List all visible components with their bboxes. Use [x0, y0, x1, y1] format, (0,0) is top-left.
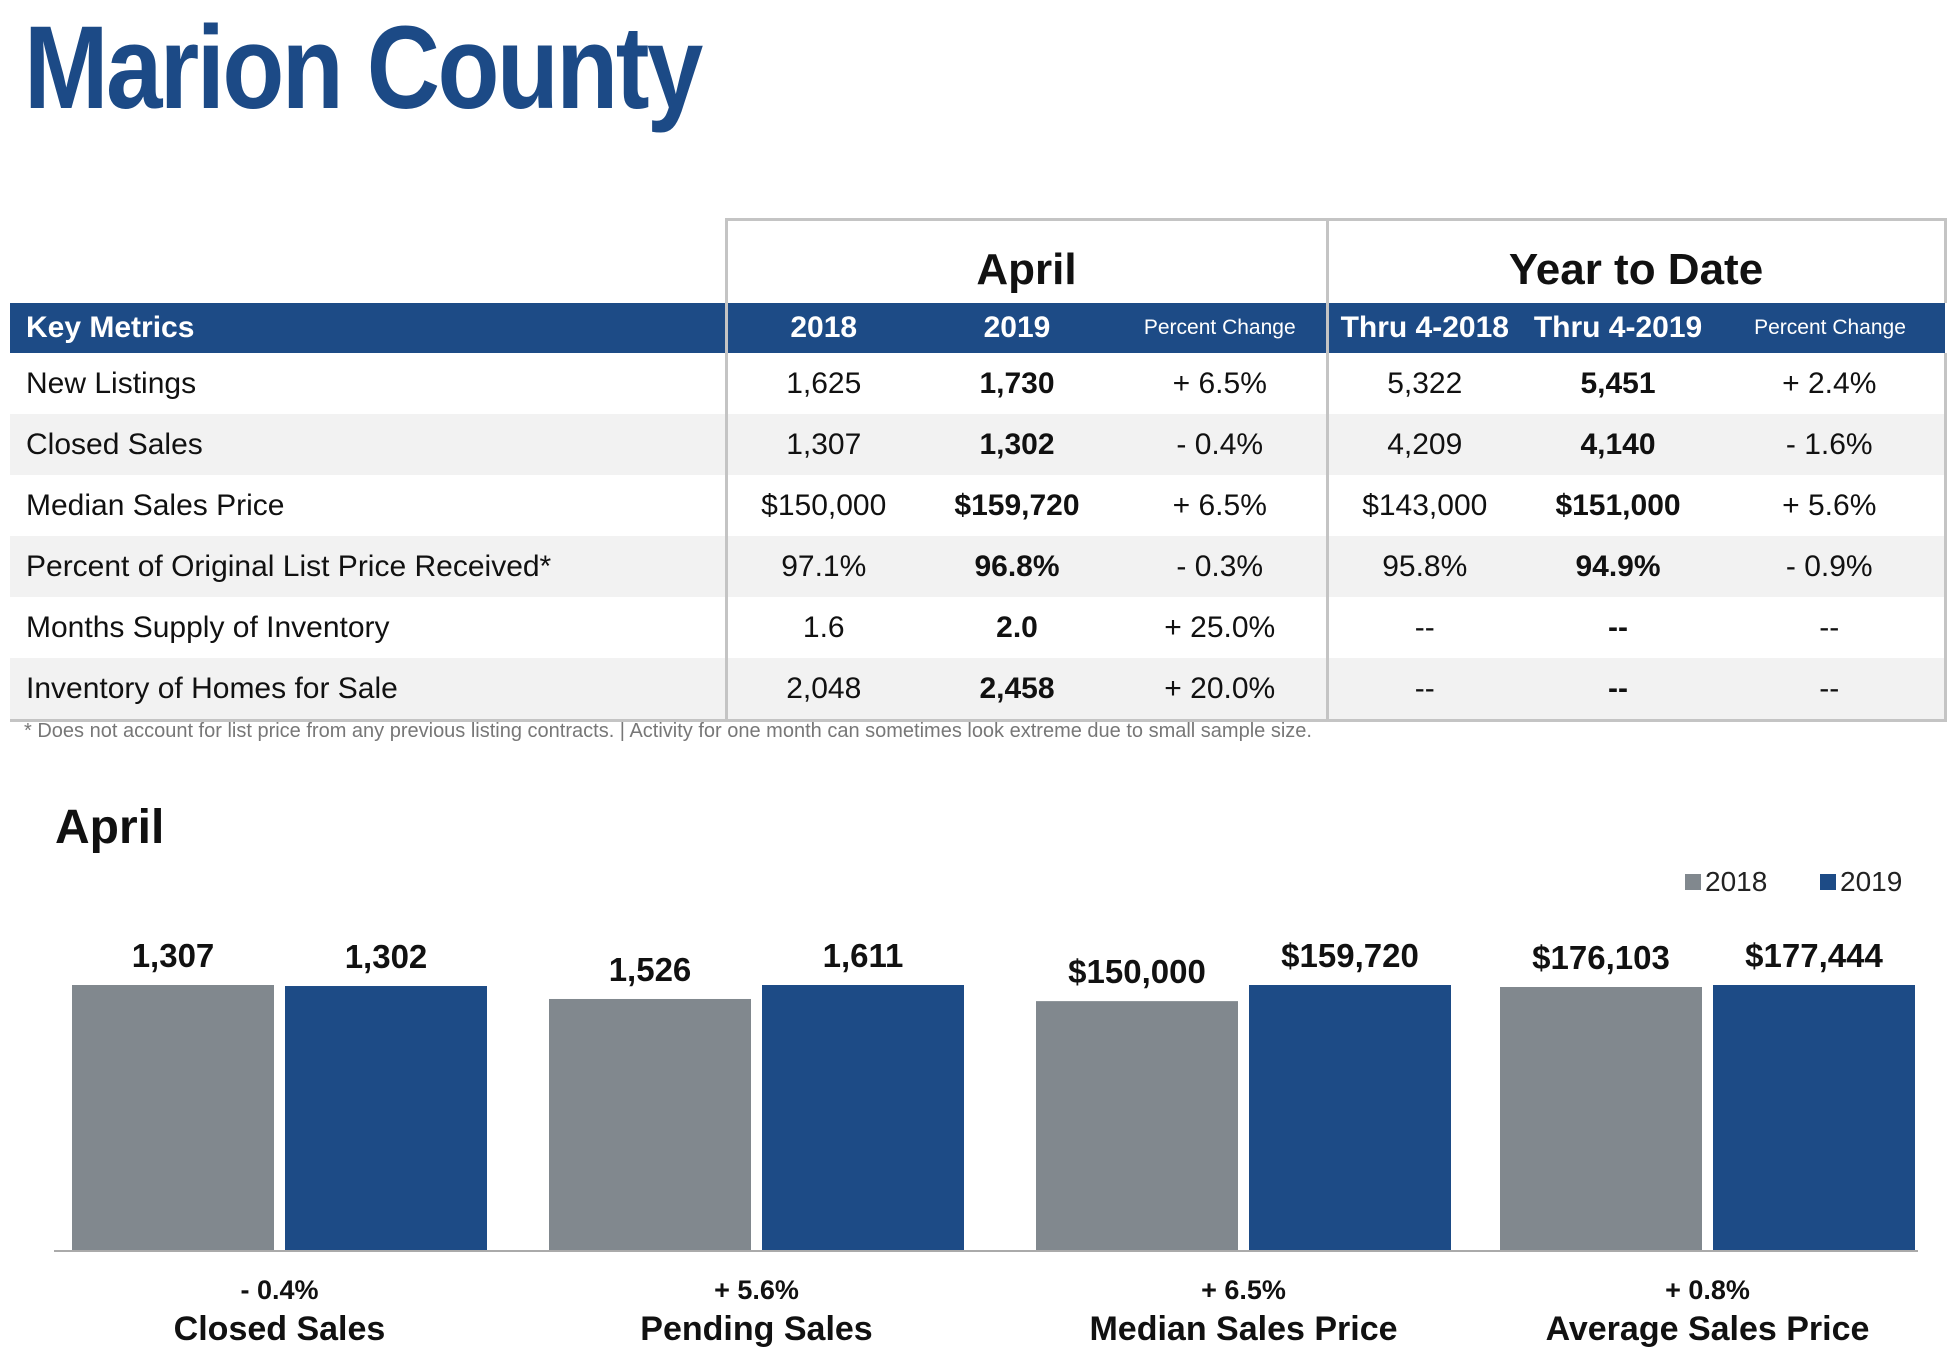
percent-change-average-sales-price: + 0.8% — [1665, 1275, 1750, 1305]
table-cell: - 0.3% — [1114, 536, 1328, 597]
column-header-thru-2018: Thru 4-2018 — [1325, 303, 1522, 353]
table-cell: 1,625 — [724, 353, 920, 414]
page-title: Marion County — [24, 2, 703, 134]
percent-change-closed-sales: - 0.4% — [240, 1275, 318, 1305]
table-cell: - 1.6% — [1715, 414, 1947, 475]
table-cell: $151,000 — [1555, 488, 1681, 522]
table-row-percent-of-list-price: Percent of Original List Price Received*… — [10, 536, 1947, 597]
table-cell: 2.0 — [996, 610, 1038, 644]
bar-closed-sales-2019 — [285, 986, 487, 1250]
percent-change-pending-sales: + 5.6% — [714, 1275, 799, 1305]
table-cell: -- — [1521, 658, 1716, 722]
row-label: Inventory of Homes for Sale — [10, 658, 726, 722]
bar-pending-sales-2019 — [762, 985, 964, 1250]
column-header-2019: 2019 — [920, 303, 1114, 353]
table-cell: 2,048 — [724, 658, 920, 722]
legend-item-2019: 2019 — [1820, 866, 1902, 898]
category-label-pending-sales: Pending Sales — [640, 1310, 872, 1348]
table-cell: + 2.4% — [1715, 353, 1947, 414]
legend-label-2018: 2018 — [1705, 866, 1768, 897]
table-cell: 1,307 — [724, 414, 920, 475]
table-row-closed-sales: Closed Sales 1,307 1,302- 0.4% 4,209 4,140- … — [10, 414, 1947, 475]
table-cell: 5,322 — [1325, 353, 1522, 414]
column-header-thru-2019: Thru 4-2019 — [1521, 303, 1716, 353]
table-cell: -- — [1715, 658, 1947, 722]
legend-item-2018: 2018 — [1685, 866, 1767, 898]
column-header-percent-change: Percent Change — [1114, 303, 1328, 353]
column-header-2018: 2018 — [724, 303, 920, 353]
table-cell: 96.8% — [920, 536, 1114, 597]
table-body: New Listings 1,625 1,730 + 6.5% 5,322 5,451 + … — [10, 353, 1947, 722]
bar-average-sales-price-2019 — [1713, 985, 1915, 1250]
table-cell: + 6.5% — [1172, 366, 1267, 400]
row-label: Closed Sales — [10, 414, 726, 475]
bar-median-sales-price-2018 — [1036, 1001, 1238, 1250]
table-row-inventory-homes: Inventory of Homes for Sale 2,048 2,458 + 2… — [10, 658, 1947, 722]
table-cell: + 6.5% — [1172, 488, 1267, 522]
table-cell: 95.8% — [1325, 536, 1522, 597]
bar-average-sales-price-2018 — [1500, 987, 1702, 1250]
table-cell: 94.9% — [1521, 536, 1716, 597]
table-cell: 2,458 — [920, 658, 1114, 722]
table-cell: $150,000 — [724, 475, 920, 536]
chart-title: April — [55, 801, 165, 854]
key-metrics-table: April Year to Date Key Metrics 2018 2019… — [10, 218, 1947, 722]
table-cell: $159,720 — [954, 488, 1080, 522]
data-label-median-sales-price-2019: $159,720 — [1281, 937, 1419, 974]
table-cell: + 5.6% — [1715, 475, 1947, 536]
category-label-median-sales-price: Median Sales Price — [1089, 1310, 1397, 1348]
row-label: Percent of Original List Price Received* — [10, 536, 726, 597]
data-label-median-sales-price-2018: $150,000 — [1068, 953, 1206, 990]
table-cell: -- — [1325, 658, 1522, 722]
data-label-closed-sales-2018: 1,307 — [132, 937, 215, 974]
row-label: Median Sales Price — [26, 488, 285, 522]
category-label-average-sales-price: Average Sales Price — [1546, 1310, 1870, 1348]
data-label-pending-sales-2018: 1,526 — [609, 951, 692, 988]
ytd-group-header: Year to Date — [1325, 218, 1947, 303]
data-label-pending-sales-2019: 1,611 — [823, 937, 904, 974]
table-cell: 4,209 — [1325, 414, 1522, 475]
data-label-closed-sales-2019: 1,302 — [345, 938, 428, 975]
legend-swatch-2019 — [1820, 874, 1836, 890]
column-header-ytd-percent-change: Percent Change — [1715, 303, 1946, 353]
bar-closed-sales-2018 — [72, 985, 274, 1250]
table-row-months-supply: Months Supply of Inventory 1.6 2.0 + 25.0% -… — [10, 597, 1947, 658]
legend-swatch-2018 — [1685, 874, 1701, 890]
table-cell: 1,730 — [979, 366, 1055, 400]
table-cell: 1,302 — [920, 414, 1114, 475]
table-row-new-listings: New Listings 1,625 1,730 + 6.5% 5,322 5,451 + … — [10, 353, 1947, 414]
table-cell: 1.6 — [724, 597, 920, 658]
column-header-key-metrics: Key Metrics — [10, 303, 726, 353]
table-cell: $143,000 — [1325, 475, 1522, 536]
percent-change-median-sales-price: + 6.5% — [1201, 1275, 1286, 1305]
table-cell: -- — [1325, 597, 1522, 658]
table-cell: + 20.0% — [1114, 658, 1328, 722]
category-label-closed-sales: Closed Sales — [174, 1310, 386, 1348]
table-cell: 97.1% — [724, 536, 920, 597]
table-corner — [10, 219, 726, 303]
table-cell: 4,140 — [1521, 414, 1716, 475]
data-label-average-sales-price-2019: $177,444 — [1745, 937, 1883, 974]
bar-median-sales-price-2019 — [1249, 985, 1451, 1250]
table-cell: - 0.4% — [1114, 414, 1328, 475]
table-cell: 5,451 — [1580, 366, 1656, 400]
table-cell: + 25.0% — [1164, 610, 1276, 644]
legend-label-2019: 2019 — [1840, 866, 1903, 897]
data-label-average-sales-price-2018: $176,103 — [1532, 939, 1670, 976]
table-cell: - 0.9% — [1715, 536, 1947, 597]
row-label: New Listings — [26, 366, 197, 400]
footnote: * Does not account for list price from a… — [24, 720, 1312, 742]
april-group-header: April — [724, 218, 1329, 303]
table-cell: -- — [1608, 610, 1628, 644]
row-label: Months Supply of Inventory — [26, 610, 390, 644]
bar-pending-sales-2018 — [549, 998, 751, 1250]
table-cell: -- — [1715, 597, 1947, 658]
table-row-median-sales-price: Median Sales Price $150,000 $159,720 + 6.5%… — [10, 475, 1947, 536]
april-bar-chart: 1,307 1,302 - 0.4% Closed Sales 1,526 1,611 + … — [54, 937, 1918, 1348]
